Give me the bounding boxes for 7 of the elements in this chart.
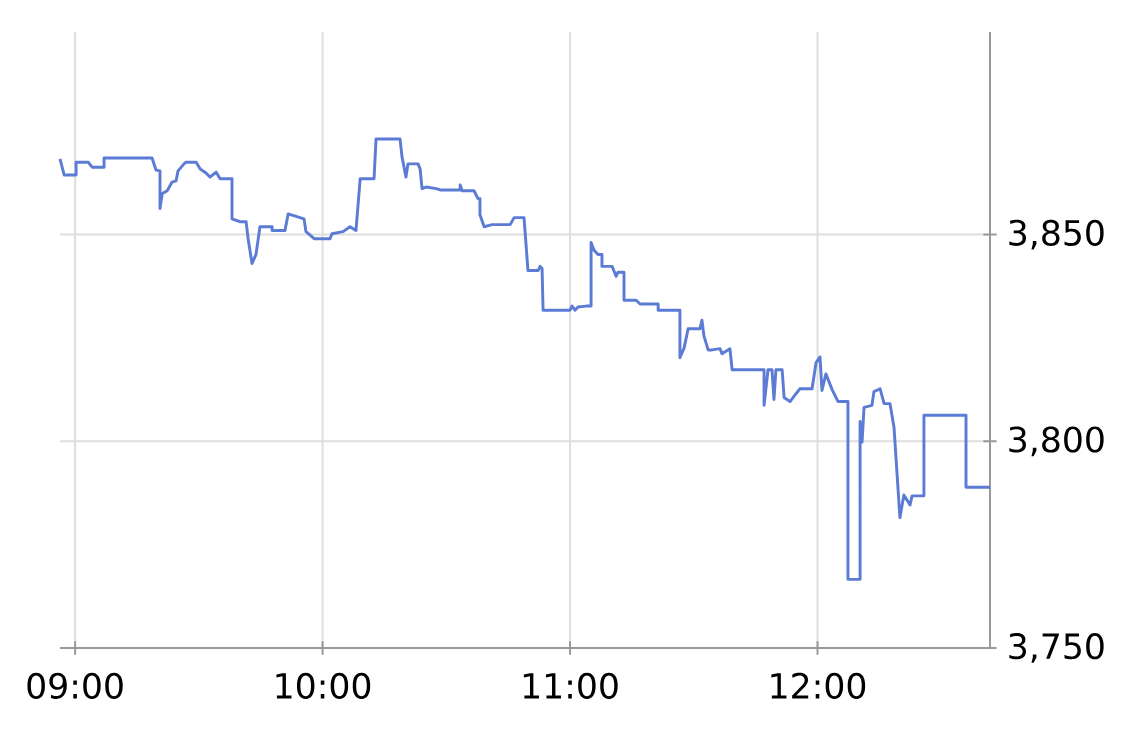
y-tick-label: 3,850 xyxy=(1009,219,1104,250)
x-tick-label: 10:00 xyxy=(276,672,371,699)
y-tick-label: 3,800 xyxy=(1009,426,1104,457)
y-tick-label: 3,750 xyxy=(1009,633,1104,663)
x-tick-label: 09:00 xyxy=(27,672,123,699)
x-tick-label: 12:00 xyxy=(771,672,866,699)
x-tick-label: 11:00 xyxy=(523,672,618,699)
